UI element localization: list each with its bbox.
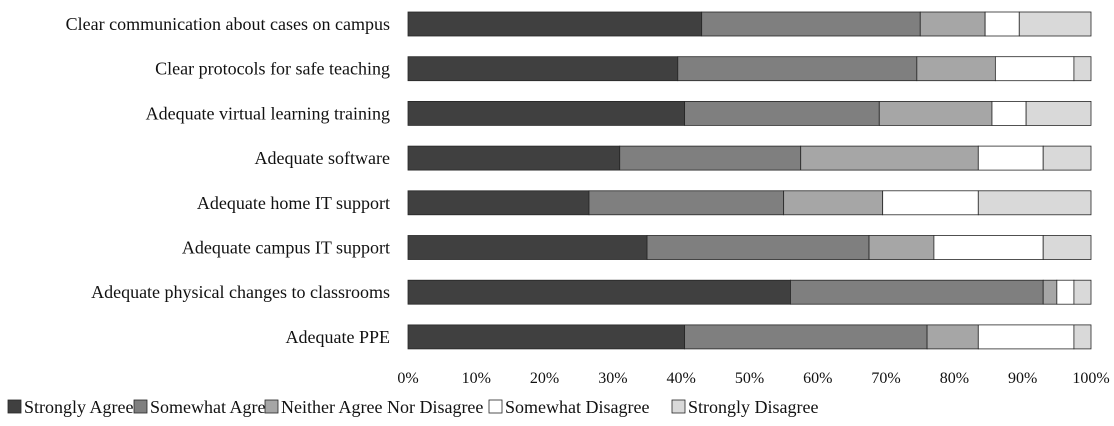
bar-segment-4-series-3 [800, 145, 979, 171]
x-tick-label-10: 90% [1008, 370, 1037, 387]
category-label-2: Clear protocols for safe teaching [155, 59, 390, 79]
x-tick-label-7: 60% [803, 370, 832, 387]
bar-segment-6-series-4 [933, 235, 1044, 260]
bar-segment-5-series-2 [588, 190, 785, 216]
bar-segment-6-series-5 [1042, 235, 1092, 260]
bar-segment-2-series-3 [916, 56, 996, 82]
x-tick-label-11: 100% [1072, 370, 1109, 387]
bars-group [407, 11, 1092, 350]
bar-segment-6-series-2 [646, 235, 870, 260]
bar-segment-5-series-1 [407, 190, 590, 216]
x-tick-labels: 0% 10% 20% 30% 40% 50% 60% 70% 80% 90% 100% [397, 370, 1109, 387]
bar-segment-4-series-1 [407, 145, 621, 171]
category-label-4: Adequate software [255, 148, 390, 168]
bar-segment-7-series-4 [1056, 279, 1075, 305]
bar-segment-8-series-3 [926, 324, 979, 350]
bar-segment-5-series-3 [783, 190, 884, 216]
bar-segment-7-series-1 [407, 279, 791, 305]
bar-segment-7-series-2 [790, 279, 1044, 305]
legend-swatch-2 [133, 399, 148, 414]
legend-swatch-5 [671, 399, 686, 414]
legend-label-3: Neither Agree Nor Disagree [281, 397, 483, 417]
category-label-5: Adequate home IT support [197, 193, 390, 213]
category-labels: Clear communication about cases on campu… [66, 14, 390, 347]
bar-segment-1-series-5 [1018, 11, 1092, 37]
category-label-3: Adequate virtual learning training [146, 103, 390, 123]
bar-segment-3-series-2 [684, 101, 880, 126]
x-tick-label-6: 50% [735, 370, 764, 387]
bar-segment-6-series-3 [868, 235, 935, 260]
bar-segment-3-series-1 [407, 101, 686, 126]
bar-segment-1-series-4 [984, 11, 1020, 37]
bar-segment-7-series-3 [1042, 279, 1058, 305]
legend: Strongly Agree Somewhat Agree Neither Agre… [7, 397, 818, 417]
legend-label-2: Somewhat Agree [150, 397, 273, 417]
bar-segment-2-series-1 [407, 56, 679, 82]
x-tick-label-4: 30% [598, 370, 627, 387]
x-tick-label-9: 80% [940, 370, 969, 387]
bar-segment-7-series-5 [1073, 279, 1092, 305]
bar-segment-8-series-1 [407, 324, 686, 350]
legend-swatch-1 [7, 399, 22, 414]
bar-segment-3-series-5 [1025, 101, 1092, 126]
category-label-1: Clear communication about cases on campu… [66, 14, 390, 34]
bar-segment-1-series-3 [919, 11, 986, 37]
legend-label-4: Somewhat Disagree [505, 397, 649, 417]
x-tick-label-5: 40% [667, 370, 696, 387]
legend-label-1: Strongly Agree [24, 397, 134, 417]
bar-segment-4-series-4 [977, 145, 1044, 171]
legend-swatch-3 [264, 399, 279, 414]
bar-segment-3-series-3 [878, 101, 993, 126]
x-tick-label-2: 10% [462, 370, 491, 387]
bar-segment-4-series-2 [619, 145, 802, 171]
bar-segment-6-series-1 [407, 235, 648, 260]
bar-segment-8-series-2 [684, 324, 928, 350]
bar-segment-8-series-5 [1073, 324, 1092, 350]
x-tick-label-8: 70% [871, 370, 900, 387]
bar-segment-2-series-4 [994, 56, 1075, 82]
bar-segment-5-series-4 [882, 190, 979, 216]
x-tick-label-1: 0% [397, 370, 418, 387]
category-label-6: Adequate campus IT support [182, 238, 390, 258]
bar-segment-2-series-5 [1073, 56, 1092, 82]
category-label-8: Adequate PPE [286, 327, 390, 347]
legend-swatch-4 [488, 399, 503, 414]
bar-segment-5-series-5 [977, 190, 1092, 216]
legend-label-5: Strongly Disagree [688, 397, 818, 417]
bar-segment-1-series-1 [407, 11, 703, 37]
category-label-7: Adequate physical changes to classrooms [91, 282, 390, 302]
x-tick-label-3: 20% [530, 370, 559, 387]
bar-segment-3-series-4 [991, 101, 1027, 126]
bar-segment-2-series-2 [677, 56, 918, 82]
bar-segment-8-series-4 [977, 324, 1075, 350]
bar-segment-1-series-2 [701, 11, 921, 37]
bar-segment-4-series-5 [1042, 145, 1092, 171]
